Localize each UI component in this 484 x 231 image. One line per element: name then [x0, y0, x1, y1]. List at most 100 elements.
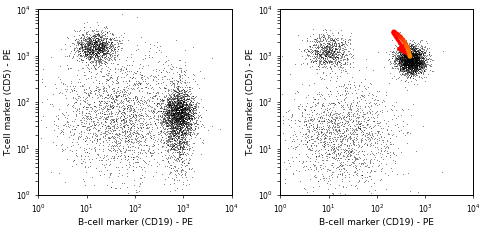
Point — [100, 61, 107, 64]
Point — [113, 49, 121, 52]
Point — [164, 97, 171, 101]
Point — [333, 138, 341, 141]
Point — [391, 64, 399, 68]
Point — [121, 79, 129, 82]
Point — [303, 119, 311, 123]
Point — [129, 98, 136, 102]
Point — [331, 103, 338, 106]
Point — [90, 38, 97, 42]
Point — [337, 40, 345, 43]
Point — [332, 46, 339, 50]
Point — [410, 47, 418, 50]
Point — [410, 61, 418, 64]
Point — [173, 134, 181, 137]
Point — [407, 58, 415, 62]
Point — [152, 170, 160, 174]
Point — [413, 61, 421, 65]
Point — [92, 38, 100, 42]
Point — [181, 119, 188, 123]
Point — [397, 53, 405, 56]
Point — [182, 121, 190, 125]
Point — [400, 61, 408, 64]
Point — [400, 133, 408, 137]
Point — [91, 54, 98, 58]
Point — [412, 64, 420, 68]
Point — [175, 99, 182, 103]
Point — [333, 51, 341, 54]
Point — [398, 61, 406, 64]
Point — [417, 59, 425, 63]
Point — [403, 53, 410, 56]
Point — [118, 127, 125, 131]
Point — [321, 164, 329, 167]
Point — [294, 106, 302, 109]
Point — [163, 139, 170, 143]
Point — [333, 61, 340, 65]
Point — [406, 59, 414, 62]
Point — [396, 58, 404, 62]
Point — [168, 96, 176, 100]
Point — [102, 45, 110, 49]
Point — [177, 104, 185, 108]
Point — [409, 61, 417, 65]
Point — [177, 68, 184, 72]
Point — [320, 50, 328, 54]
Point — [84, 67, 91, 70]
Point — [335, 111, 343, 115]
Point — [324, 188, 332, 191]
Point — [71, 96, 78, 100]
Point — [417, 55, 425, 59]
Point — [91, 48, 99, 51]
Point — [345, 124, 353, 128]
Point — [102, 36, 110, 40]
Point — [329, 192, 337, 196]
Point — [125, 63, 133, 67]
Point — [177, 107, 185, 111]
Point — [313, 179, 321, 183]
Point — [367, 165, 375, 168]
Point — [401, 52, 408, 55]
Point — [101, 62, 108, 66]
Point — [87, 55, 94, 59]
Point — [171, 139, 179, 143]
Point — [93, 21, 101, 24]
Point — [54, 116, 61, 120]
Point — [114, 174, 121, 178]
Point — [114, 154, 122, 158]
Point — [328, 42, 335, 46]
Point — [160, 129, 168, 133]
Point — [330, 147, 337, 151]
Point — [308, 60, 316, 64]
Point — [165, 134, 172, 138]
Point — [171, 147, 179, 151]
Point — [183, 97, 191, 101]
Point — [172, 118, 180, 121]
Point — [327, 62, 334, 66]
Point — [177, 111, 184, 115]
Point — [122, 163, 130, 167]
Point — [413, 71, 421, 75]
Point — [87, 35, 94, 39]
Point — [404, 58, 411, 62]
Point — [309, 143, 317, 147]
Point — [180, 107, 187, 111]
Point — [175, 121, 183, 125]
Point — [414, 58, 422, 62]
Point — [179, 147, 187, 151]
Point — [318, 66, 326, 69]
Point — [408, 59, 416, 62]
Point — [403, 62, 411, 65]
Point — [403, 53, 411, 57]
Point — [165, 118, 172, 122]
Point — [166, 79, 174, 82]
Point — [96, 100, 104, 104]
Point — [183, 112, 191, 116]
Point — [108, 106, 116, 110]
Point — [170, 88, 178, 92]
Point — [169, 111, 177, 115]
Point — [131, 160, 138, 164]
Point — [141, 86, 149, 89]
Point — [412, 67, 420, 71]
Point — [175, 111, 182, 115]
Point — [315, 112, 322, 116]
